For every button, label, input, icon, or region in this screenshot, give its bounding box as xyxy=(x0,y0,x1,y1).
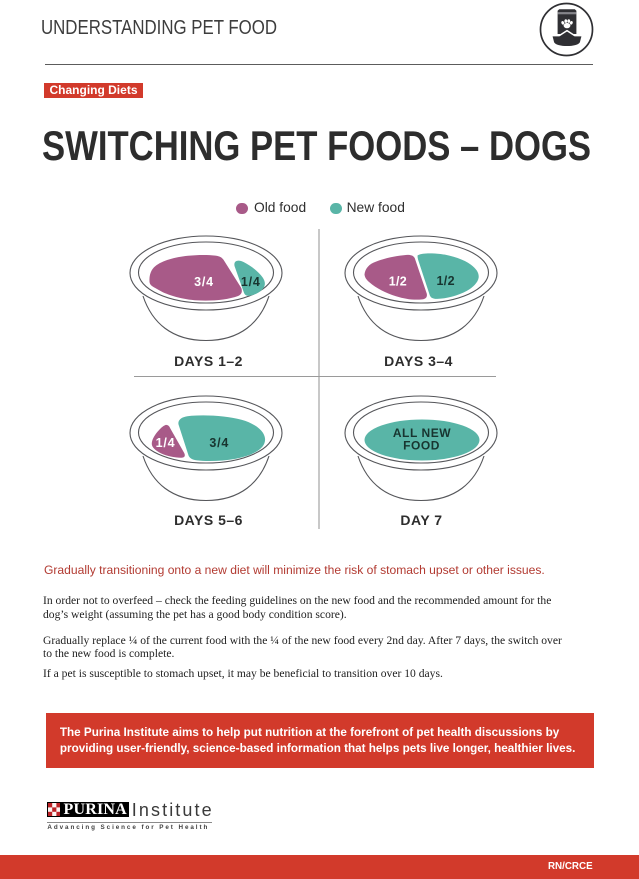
svg-text:1/2: 1/2 xyxy=(437,274,455,288)
svg-text:ALL NEW: ALL NEW xyxy=(393,426,451,440)
svg-text:3/4: 3/4 xyxy=(209,436,229,450)
svg-text:FOOD: FOOD xyxy=(403,438,440,452)
svg-text:1/4: 1/4 xyxy=(156,436,176,450)
svg-text:1/4: 1/4 xyxy=(241,275,261,289)
svg-text:3/4: 3/4 xyxy=(194,275,214,289)
svg-text:1/2: 1/2 xyxy=(389,274,407,288)
